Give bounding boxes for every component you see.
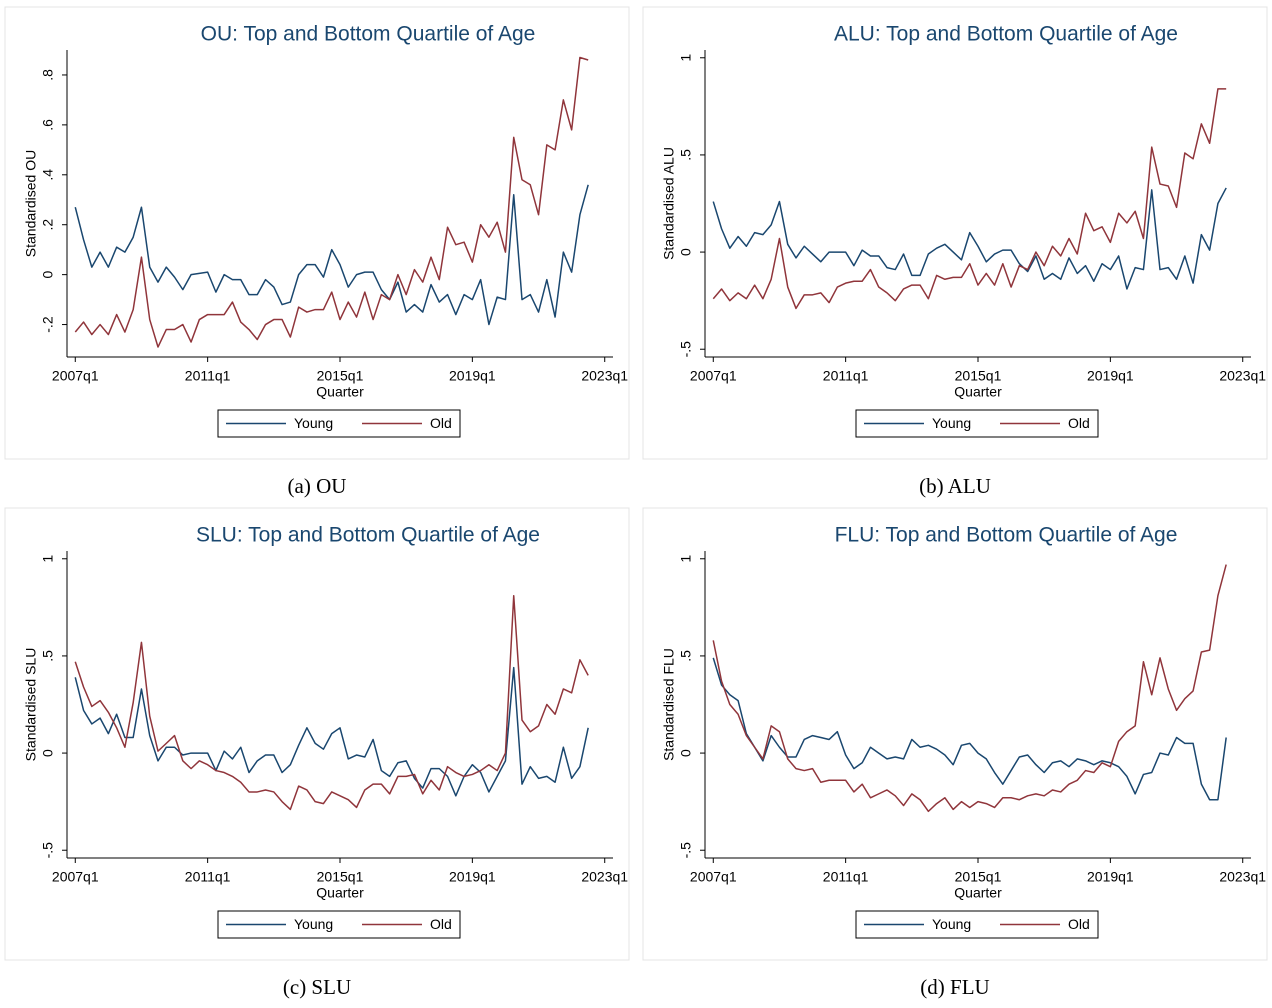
- panel-frame: [4, 6, 630, 460]
- y-axis-label: Standardised OU: [23, 150, 39, 257]
- series-line: [74, 56, 589, 348]
- x-tick-label: 2019q1: [1087, 869, 1134, 885]
- y-tick-label: .5: [678, 149, 694, 161]
- panel-frame: [642, 6, 1268, 460]
- x-tick-label: 2011q1: [185, 869, 231, 885]
- y-axis-label: Standardised SLU: [23, 648, 39, 762]
- series-line: [74, 666, 589, 797]
- x-tick-label: 2007q1: [690, 368, 737, 384]
- legend-label: Young: [294, 916, 333, 932]
- x-tick-label: 2019q1: [1087, 368, 1134, 384]
- chart-title: FLU: Top and Bottom Quartile of Age: [835, 524, 1178, 547]
- chart-title: ALU: Top and Bottom Quartile of Age: [834, 23, 1178, 46]
- y-tick-label: 0: [678, 248, 694, 256]
- x-tick-label: 2011q1: [823, 368, 869, 384]
- x-axis-label: Quarter: [316, 384, 364, 400]
- y-tick-label: 0: [40, 271, 56, 279]
- legend-label: Old: [1068, 415, 1090, 431]
- panel: FLU: Top and Bottom Quartile of Age -.5 0.…: [642, 507, 1268, 999]
- x-tick-label: 2007q1: [52, 869, 99, 885]
- y-tick-label: -.5: [40, 842, 56, 859]
- caption: (b) ALU: [919, 474, 991, 498]
- caption: (a) OU: [288, 474, 347, 498]
- chart-title: OU: Top and Bottom Quartile of Age: [201, 23, 536, 46]
- y-tick-label: 0: [678, 749, 694, 757]
- y-tick-label: 1: [40, 555, 56, 563]
- legend-label: Old: [430, 415, 452, 431]
- chart-title: SLU: Top and Bottom Quartile of Age: [196, 524, 540, 547]
- series-line: [74, 594, 589, 811]
- legend-label: Young: [932, 916, 971, 932]
- x-tick-label: 2023q1: [1219, 368, 1266, 384]
- x-tick-label: 2015q1: [317, 368, 364, 384]
- x-axis-label: Quarter: [316, 885, 364, 901]
- x-tick-label: 2023q1: [1219, 869, 1266, 885]
- y-tick-label: -.2: [40, 316, 56, 333]
- x-tick-label: 2015q1: [955, 869, 1002, 885]
- x-axis-label: Quarter: [954, 384, 1002, 400]
- y-tick-label: .6: [40, 119, 56, 131]
- series-line: [712, 88, 1227, 310]
- y-axis-label: Standardised FLU: [661, 648, 677, 761]
- panel: SLU: Top and Bottom Quartile of Age -.5 0.…: [4, 507, 630, 999]
- series-line: [712, 187, 1227, 290]
- y-tick-label: 1: [678, 54, 694, 62]
- series-line: [74, 184, 589, 326]
- x-tick-label: 2007q1: [690, 869, 737, 885]
- y-tick-label: 0: [40, 749, 56, 757]
- x-tick-label: 2011q1: [823, 869, 869, 885]
- x-tick-label: 2019q1: [449, 869, 496, 885]
- y-tick-label: .4: [40, 169, 56, 181]
- legend-label: Old: [430, 916, 452, 932]
- y-axis-label: Standardised ALU: [661, 147, 677, 260]
- y-tick-label: -.5: [678, 341, 694, 358]
- x-tick-label: 2019q1: [449, 368, 496, 384]
- x-tick-label: 2007q1: [52, 368, 99, 384]
- x-tick-label: 2023q1: [581, 869, 628, 885]
- x-tick-label: 2015q1: [955, 368, 1002, 384]
- y-tick-label: -.5: [678, 842, 694, 859]
- x-tick-label: 2011q1: [185, 368, 231, 384]
- series-line: [712, 657, 1227, 801]
- legend-label: Young: [294, 415, 333, 431]
- y-tick-label: .2: [40, 219, 56, 231]
- y-tick-label: 1: [678, 555, 694, 563]
- panel: OU: Top and Bottom Quartile of Age -.2 0 .2…: [4, 6, 630, 498]
- y-tick-label: .8: [40, 69, 56, 81]
- panel: ALU: Top and Bottom Quartile of Age -.5 0.…: [642, 6, 1268, 498]
- caption: (c) SLU: [283, 975, 351, 999]
- x-axis-label: Quarter: [954, 885, 1002, 901]
- series-line: [712, 564, 1227, 813]
- caption: (d) FLU: [920, 975, 989, 999]
- legend-label: Young: [932, 415, 971, 431]
- x-tick-label: 2015q1: [317, 869, 364, 885]
- y-tick-label: .5: [678, 650, 694, 662]
- legend-label: Old: [1068, 916, 1090, 932]
- x-tick-label: 2023q1: [581, 368, 628, 384]
- y-tick-label: .5: [40, 650, 56, 662]
